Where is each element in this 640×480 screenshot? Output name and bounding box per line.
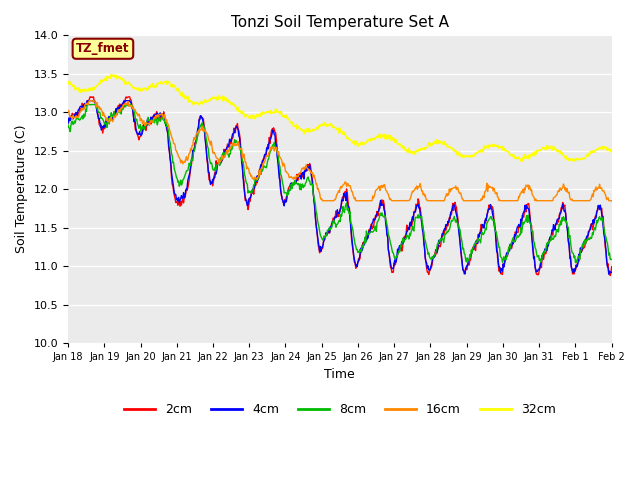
Title: Tonzi Soil Temperature Set A: Tonzi Soil Temperature Set A xyxy=(231,15,449,30)
Legend: 2cm, 4cm, 8cm, 16cm, 32cm: 2cm, 4cm, 8cm, 16cm, 32cm xyxy=(119,398,561,421)
X-axis label: Time: Time xyxy=(324,368,355,381)
Text: TZ_fmet: TZ_fmet xyxy=(76,42,130,55)
Y-axis label: Soil Temperature (C): Soil Temperature (C) xyxy=(15,125,28,253)
